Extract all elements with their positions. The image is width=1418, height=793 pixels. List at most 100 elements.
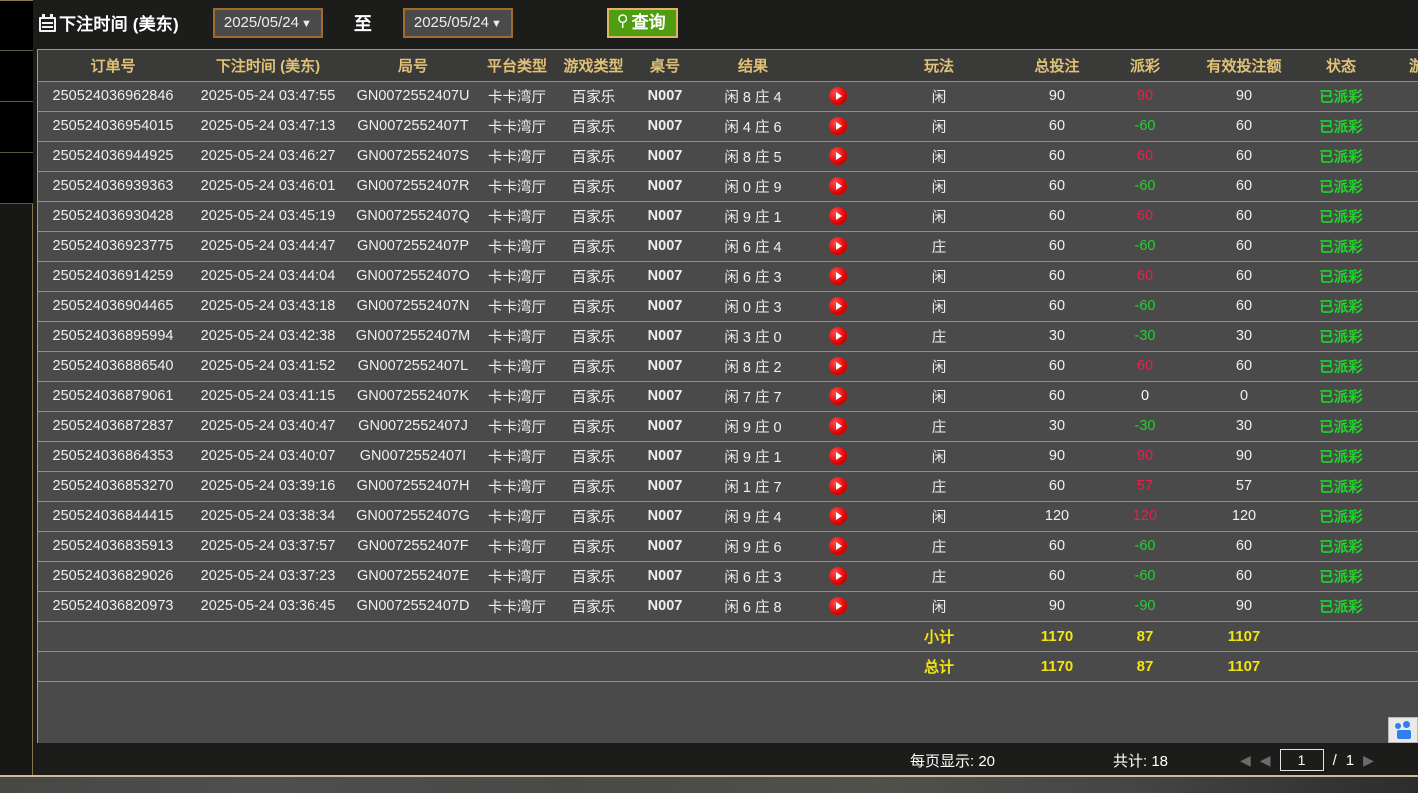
table-row[interactable]: 250524036829026 2025-05-24 03:37:23 GN0072… xyxy=(38,561,1418,592)
cell-valid-bet: 57 xyxy=(1185,471,1303,502)
table-row[interactable]: 250524036923775 2025-05-24 03:44:47 GN0072… xyxy=(38,231,1418,262)
col-bet-type[interactable]: 玩法 xyxy=(869,50,1009,82)
cell-game-type: 百家乐 xyxy=(556,81,631,112)
col-platform-type[interactable]: 平台类型 xyxy=(478,50,556,82)
table-row[interactable]: 250524036944925 2025-05-24 03:46:27 GN0072… xyxy=(38,141,1418,172)
rail-item[interactable] xyxy=(0,153,33,204)
bottom-divider xyxy=(0,775,1418,777)
play-icon[interactable] xyxy=(829,417,847,435)
cell-round-no: GN0072552407O xyxy=(348,261,478,292)
date-to-value: 2025/05/24 xyxy=(413,13,489,31)
table-row[interactable]: 250524036886540 2025-05-24 03:41:52 GN0072… xyxy=(38,351,1418,382)
play-icon[interactable] xyxy=(829,507,847,525)
cell-game-mode: - xyxy=(1379,231,1418,262)
play-icon[interactable] xyxy=(829,267,847,285)
table-row[interactable]: 250524036820973 2025-05-24 03:36:45 GN0072… xyxy=(38,591,1418,622)
horizontal-scrollbar-thumb[interactable] xyxy=(1388,717,1418,743)
col-total-bet[interactable]: 总投注 xyxy=(1009,50,1105,82)
play-icon[interactable] xyxy=(829,297,847,315)
col-round-no[interactable]: 局号 xyxy=(348,50,478,82)
cell-payout: -30 xyxy=(1105,411,1185,442)
cell-game-type: 百家乐 xyxy=(556,591,631,622)
date-from-picker[interactable]: 2025/05/24 ▼ xyxy=(212,7,323,38)
cell-bet-type: 闲 xyxy=(869,291,1009,322)
col-bet-time[interactable]: 下注时间 (美东) xyxy=(188,50,348,82)
table-row[interactable]: 250524036853270 2025-05-24 03:39:16 GN0072… xyxy=(38,471,1418,502)
cell-bet-type: 庄 xyxy=(869,531,1009,562)
cell-order-no: 250524036864353 xyxy=(38,441,188,472)
table-row[interactable]: 250524036904465 2025-05-24 03:43:18 GN0072… xyxy=(38,291,1418,322)
cell-order-no: 250524036829026 xyxy=(38,561,188,592)
play-icon[interactable] xyxy=(829,327,847,345)
cell-order-no: 250524036872837 xyxy=(38,411,188,442)
first-page-button[interactable]: ◀ xyxy=(1240,752,1251,768)
query-button[interactable]: ⚲ 查询 xyxy=(606,7,678,38)
play-icon[interactable] xyxy=(829,567,847,585)
cell-replay xyxy=(807,321,869,352)
grandtotal-row: 总计 1170 87 1107 xyxy=(38,651,1418,682)
cell-blank xyxy=(1379,651,1418,682)
col-order-no[interactable]: 订单号 xyxy=(38,50,188,82)
play-icon[interactable] xyxy=(829,447,847,465)
date-to-picker[interactable]: 2025/05/24 ▼ xyxy=(402,7,513,38)
filter-toolbar: 下注时间 (美东) 2025/05/24 ▼ 至 2025/05/24 ▼ ⚲ 查询 xyxy=(33,0,1418,45)
col-result[interactable]: 结果 xyxy=(699,50,807,82)
col-game-type[interactable]: 游戏类型 xyxy=(556,50,631,82)
play-icon[interactable] xyxy=(829,117,847,135)
table-row[interactable]: 250524036962846 2025-05-24 03:47:55 GN0072… xyxy=(38,81,1418,112)
cell-total-bet: 30 xyxy=(1009,321,1105,352)
left-rail xyxy=(0,0,33,775)
table-row[interactable]: 250524036872837 2025-05-24 03:40:47 GN0072… xyxy=(38,411,1418,442)
table-row[interactable]: 250524036954015 2025-05-24 03:47:13 GN0072… xyxy=(38,111,1418,142)
subtotal-row-total-bet: 1170 xyxy=(1009,621,1105,652)
col-payout[interactable]: 派彩 xyxy=(1105,50,1185,82)
col-game-mode[interactable]: 游戏模式 xyxy=(1379,50,1418,82)
cell-round-no: GN0072552407E xyxy=(348,561,478,592)
table-row[interactable]: 250524036879061 2025-05-24 03:41:15 GN0072… xyxy=(38,381,1418,412)
play-icon[interactable] xyxy=(829,597,847,615)
table-row[interactable]: 250524036835913 2025-05-24 03:37:57 GN0072… xyxy=(38,531,1418,562)
table-row[interactable]: 250524036939363 2025-05-24 03:46:01 GN0072… xyxy=(38,171,1418,202)
cell-replay xyxy=(807,441,869,472)
play-icon[interactable] xyxy=(829,357,847,375)
cell-table-no: N007 xyxy=(631,411,699,442)
next-page-button[interactable]: ▶ xyxy=(1363,752,1374,768)
cell-bet-time: 2025-05-24 03:39:16 xyxy=(188,471,348,502)
play-icon[interactable] xyxy=(829,237,847,255)
cell-game-mode: - xyxy=(1379,141,1418,172)
cell-bet-type: 庄 xyxy=(869,471,1009,502)
col-valid-bet[interactable]: 有效投注额 xyxy=(1185,50,1303,82)
cell-result: 闲 6 庄 3 xyxy=(699,561,807,592)
cell-blank xyxy=(348,651,478,682)
table-row[interactable]: 250524036895994 2025-05-24 03:42:38 GN0072… xyxy=(38,321,1418,352)
play-icon[interactable] xyxy=(829,477,847,495)
table-row[interactable]: 250524036844415 2025-05-24 03:38:34 GN0072… xyxy=(38,501,1418,532)
play-icon[interactable] xyxy=(829,537,847,555)
rail-item[interactable] xyxy=(0,0,33,51)
table-row[interactable]: 250524036864353 2025-05-24 03:40:07 GN0072… xyxy=(38,441,1418,472)
cell-status: 已派彩 xyxy=(1303,141,1379,172)
cell-replay xyxy=(807,591,869,622)
play-icon[interactable] xyxy=(829,147,847,165)
cell-payout: 90 xyxy=(1105,441,1185,472)
play-icon[interactable] xyxy=(829,87,847,105)
table-row[interactable]: 250524036914259 2025-05-24 03:44:04 GN0072… xyxy=(38,261,1418,292)
rail-item[interactable] xyxy=(0,51,33,102)
play-icon[interactable] xyxy=(829,387,847,405)
cell-game-type: 百家乐 xyxy=(556,141,631,172)
table-row[interactable]: 250524036930428 2025-05-24 03:45:19 GN0072… xyxy=(38,201,1418,232)
cell-bet-time: 2025-05-24 03:41:52 xyxy=(188,351,348,382)
play-icon[interactable] xyxy=(829,177,847,195)
play-icon[interactable] xyxy=(829,207,847,225)
cell-game-type: 百家乐 xyxy=(556,321,631,352)
cell-table-no: N007 xyxy=(631,381,699,412)
cell-table-no: N007 xyxy=(631,441,699,472)
cell-replay xyxy=(807,561,869,592)
cell-round-no: GN0072552407K xyxy=(348,381,478,412)
rail-item[interactable] xyxy=(0,102,33,153)
page-input[interactable]: 1 xyxy=(1279,749,1324,771)
prev-page-button[interactable]: ◀ xyxy=(1259,752,1271,768)
col-status[interactable]: 状态 xyxy=(1303,50,1379,82)
col-table-no[interactable]: 桌号 xyxy=(631,50,699,82)
cell-bet-time: 2025-05-24 03:47:55 xyxy=(188,81,348,112)
